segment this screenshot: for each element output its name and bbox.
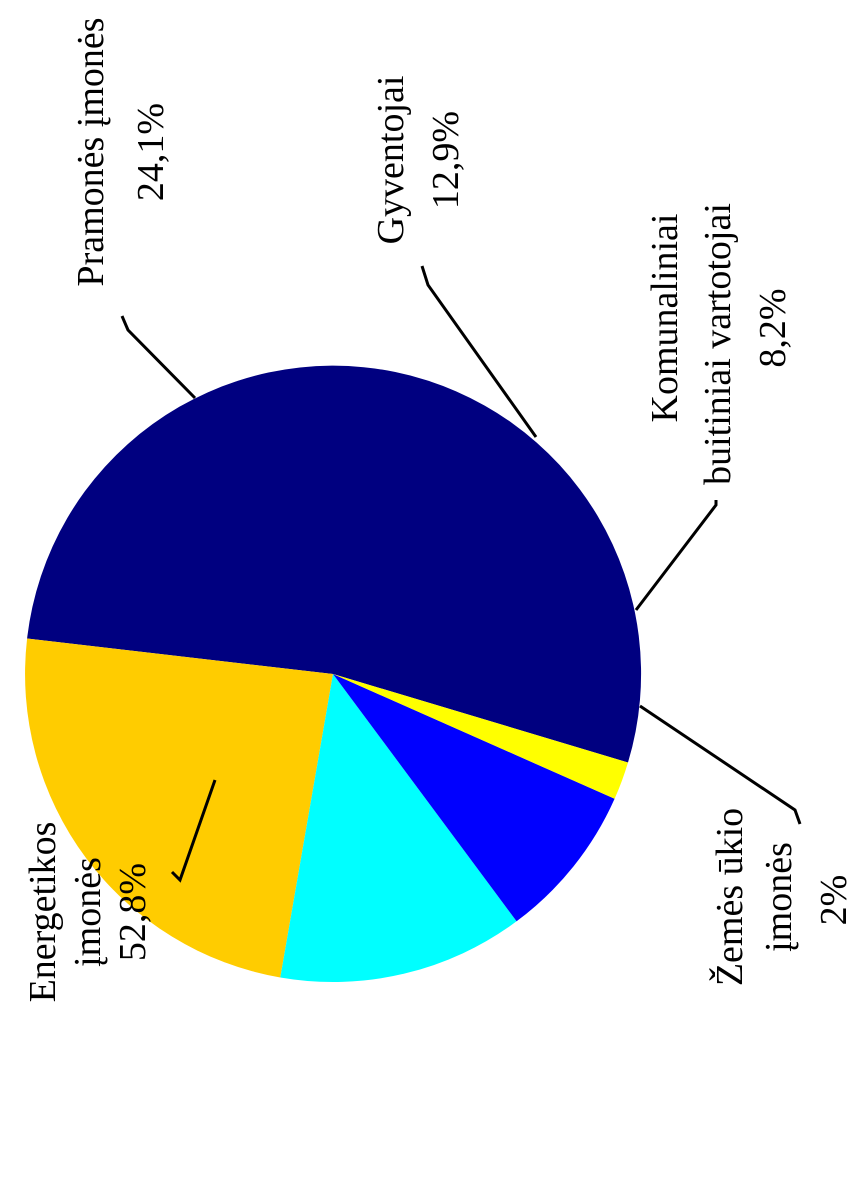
leader-line-komunaliniai xyxy=(634,500,718,611)
slice-value-zemes-ukio: 2% xyxy=(813,875,855,926)
pie-slices xyxy=(25,365,642,983)
slice-label-komunaliniai-line2: buitiniai vartotojai xyxy=(697,203,739,485)
leader-line-energetikos xyxy=(170,779,217,883)
leader-lines xyxy=(120,265,802,883)
slice-label-energetikos: Energetikos xyxy=(22,822,64,1003)
leader-line-pramones xyxy=(120,315,197,400)
slice-label-gyventojai: Gyventojai xyxy=(370,76,412,245)
slice-value-gyventojai: 12,9% xyxy=(425,111,467,209)
leader-line-gyventojai xyxy=(420,265,538,438)
slice-label-komunaliniai: Komunaliniai xyxy=(644,214,686,423)
pie-slice-energetikos xyxy=(27,365,642,763)
pie-slice-gyventojai xyxy=(280,674,517,983)
leader-line-zemes-ukio xyxy=(639,704,802,825)
slice-label-energetikos-line2: įmonės xyxy=(67,857,109,967)
slice-value-pramones: 24,1% xyxy=(130,103,172,201)
slice-value-energetikos: 52,8% xyxy=(112,863,154,961)
slice-value-komunaliniai: 8,2% xyxy=(752,288,794,367)
pie-slice-pramones xyxy=(25,638,334,978)
pie-slice-zemes-ukio xyxy=(333,674,628,799)
slice-label-zemes-ukio-line2: įmonės xyxy=(758,842,800,952)
pie-slice-komunaliniai xyxy=(333,674,615,922)
slice-label-pramones: Pramonės įmonės xyxy=(70,17,112,286)
slice-label-zemes-ukio: Žemės ūkio xyxy=(709,808,751,986)
